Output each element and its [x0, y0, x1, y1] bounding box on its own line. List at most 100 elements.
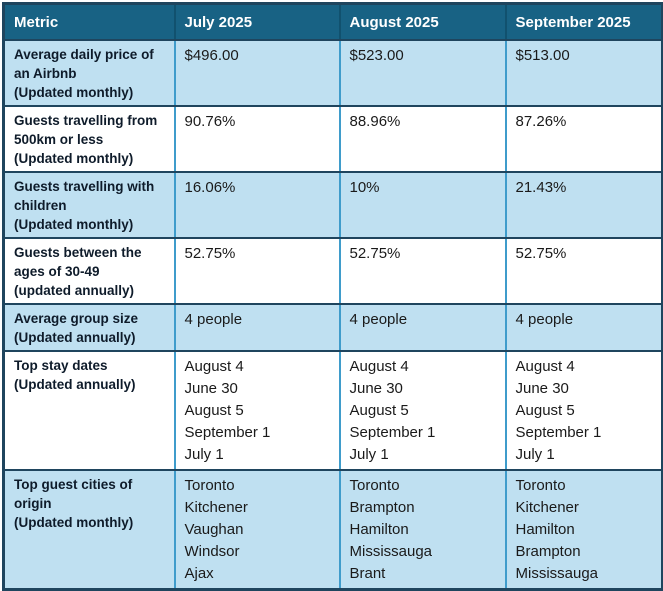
metric-cell: Top stay dates (Updated annually) — [3, 351, 176, 471]
value-line: September 1 — [184, 424, 271, 441]
value-cell: 10% — [339, 172, 507, 239]
value-line: Brampton — [349, 499, 415, 516]
value-line: 52.75% — [349, 245, 401, 262]
value-line: 4 people — [515, 311, 574, 328]
value-line: 90.76% — [184, 113, 236, 130]
metric-note: (updated annually) — [14, 283, 135, 298]
metric-label: Average daily price of an Airbnb — [14, 47, 154, 81]
value-line: $513.00 — [515, 47, 570, 64]
value-cell: 52.75% — [505, 238, 663, 305]
value-cell: 4 people — [339, 304, 507, 352]
value-line: August 4 — [515, 358, 575, 375]
value-line: July 1 — [515, 446, 555, 463]
value-line: July 1 — [349, 446, 389, 463]
value-line: Windsor — [184, 543, 240, 560]
value-cell: Toronto Kitchener Hamilton Brampton Mississa… — [505, 470, 663, 591]
value-cell: 90.76% — [174, 106, 341, 173]
value-cell: Toronto Kitchener Vaughan Windsor Ajax — [174, 470, 341, 591]
value-cell: 4 people — [505, 304, 663, 352]
value-line: Hamilton — [349, 521, 409, 538]
value-line: June 30 — [515, 380, 569, 397]
value-line: Toronto — [515, 477, 566, 494]
value-line: Kitchener — [184, 499, 248, 516]
value-line: 87.26% — [515, 113, 567, 130]
value-line: Hamilton — [515, 521, 575, 538]
metric-cell: Guests travelling from 500km or less (Upd… — [3, 106, 176, 173]
value-line: Vaughan — [184, 521, 244, 538]
table-row: Average group size (Updated annually) 4 pe… — [3, 304, 663, 352]
value-line: August 4 — [349, 358, 409, 375]
metric-label: Top guest cities of origin — [14, 477, 133, 511]
value-line: September 1 — [515, 424, 602, 441]
table-row: Guests travelling with children (Updated … — [3, 172, 663, 239]
value-line: July 1 — [184, 446, 224, 463]
header-row: Metric July 2025 August 2025 September 2… — [3, 3, 663, 41]
table-row: Guests travelling from 500km or less (Upd… — [3, 106, 663, 173]
header-august-2025: August 2025 — [339, 3, 507, 41]
value-cell: August 4 June 30 August 5 September 1 July 1 — [339, 351, 507, 471]
value-line: Brant — [349, 565, 386, 582]
value-line: 88.96% — [349, 113, 401, 130]
value-line: $523.00 — [349, 47, 404, 64]
value-line: 10% — [349, 179, 380, 196]
table-row: Average daily price of an Airbnb (Updated… — [3, 40, 663, 107]
value-cell: Toronto Brampton Hamilton Mississauga Brant — [339, 470, 507, 591]
metric-cell: Guests travelling with children (Updated … — [3, 172, 176, 239]
metric-note: (Updated monthly) — [14, 515, 134, 530]
value-cell: 21.43% — [505, 172, 663, 239]
value-cell: $523.00 — [339, 40, 507, 107]
header-july-2025: July 2025 — [174, 3, 341, 41]
value-line: Mississauga — [515, 565, 599, 582]
value-line: August 5 — [184, 402, 244, 419]
header-september-2025: September 2025 — [505, 3, 663, 41]
table-row: Top guest cities of origin (Updated month… — [3, 470, 663, 591]
metric-note: (Updated monthly) — [14, 217, 134, 232]
metric-note: (Updated annually) — [14, 330, 136, 345]
metric-cell: Guests between the ages of 30-49 (updated… — [3, 238, 176, 305]
value-cell: August 4 June 30 August 5 September 1 July 1 — [505, 351, 663, 471]
value-line: June 30 — [184, 380, 238, 397]
value-line: Brampton — [515, 543, 581, 560]
value-line: Ajax — [184, 565, 214, 582]
metric-cell: Top guest cities of origin (Updated month… — [3, 470, 176, 591]
metric-label: Average group size — [14, 311, 139, 326]
table-row: Guests between the ages of 30-49 (updated… — [3, 238, 663, 305]
value-cell: 16.06% — [174, 172, 341, 239]
value-line: August 5 — [349, 402, 409, 419]
value-line: 21.43% — [515, 179, 567, 196]
value-line: $496.00 — [184, 47, 239, 64]
value-line: Toronto — [184, 477, 235, 494]
value-cell: 4 people — [174, 304, 341, 352]
value-cell: $513.00 — [505, 40, 663, 107]
metric-label: Guests between the ages of 30-49 — [14, 245, 142, 279]
value-line: Kitchener — [515, 499, 579, 516]
value-line: 52.75% — [515, 245, 567, 262]
value-line: 52.75% — [184, 245, 236, 262]
value-cell: 87.26% — [505, 106, 663, 173]
value-line: September 1 — [349, 424, 436, 441]
metric-cell: Average daily price of an Airbnb (Updated… — [3, 40, 176, 107]
value-cell: $496.00 — [174, 40, 341, 107]
value-line: 16.06% — [184, 179, 236, 196]
value-line: August 4 — [184, 358, 244, 375]
value-line: 4 people — [184, 311, 243, 328]
value-line: Mississauga — [349, 543, 433, 560]
metric-cell: Average group size (Updated annually) — [3, 304, 176, 352]
value-line: 4 people — [349, 311, 408, 328]
header-metric: Metric — [3, 3, 176, 41]
metric-note: (Updated monthly) — [14, 151, 134, 166]
value-line: Toronto — [349, 477, 400, 494]
metric-note: (Updated annually) — [14, 377, 136, 392]
table-row: Top stay dates (Updated annually) August 4… — [3, 351, 663, 471]
table-body: Average daily price of an Airbnb (Updated… — [3, 40, 663, 591]
value-cell: August 4 June 30 August 5 September 1 July 1 — [174, 351, 341, 471]
value-cell: 88.96% — [339, 106, 507, 173]
value-cell: 52.75% — [339, 238, 507, 305]
value-cell: 52.75% — [174, 238, 341, 305]
metric-note: (Updated monthly) — [14, 85, 134, 100]
metric-label: Top stay dates — [14, 358, 108, 373]
metric-label: Guests travelling from 500km or less — [14, 113, 158, 147]
value-line: June 30 — [349, 380, 403, 397]
